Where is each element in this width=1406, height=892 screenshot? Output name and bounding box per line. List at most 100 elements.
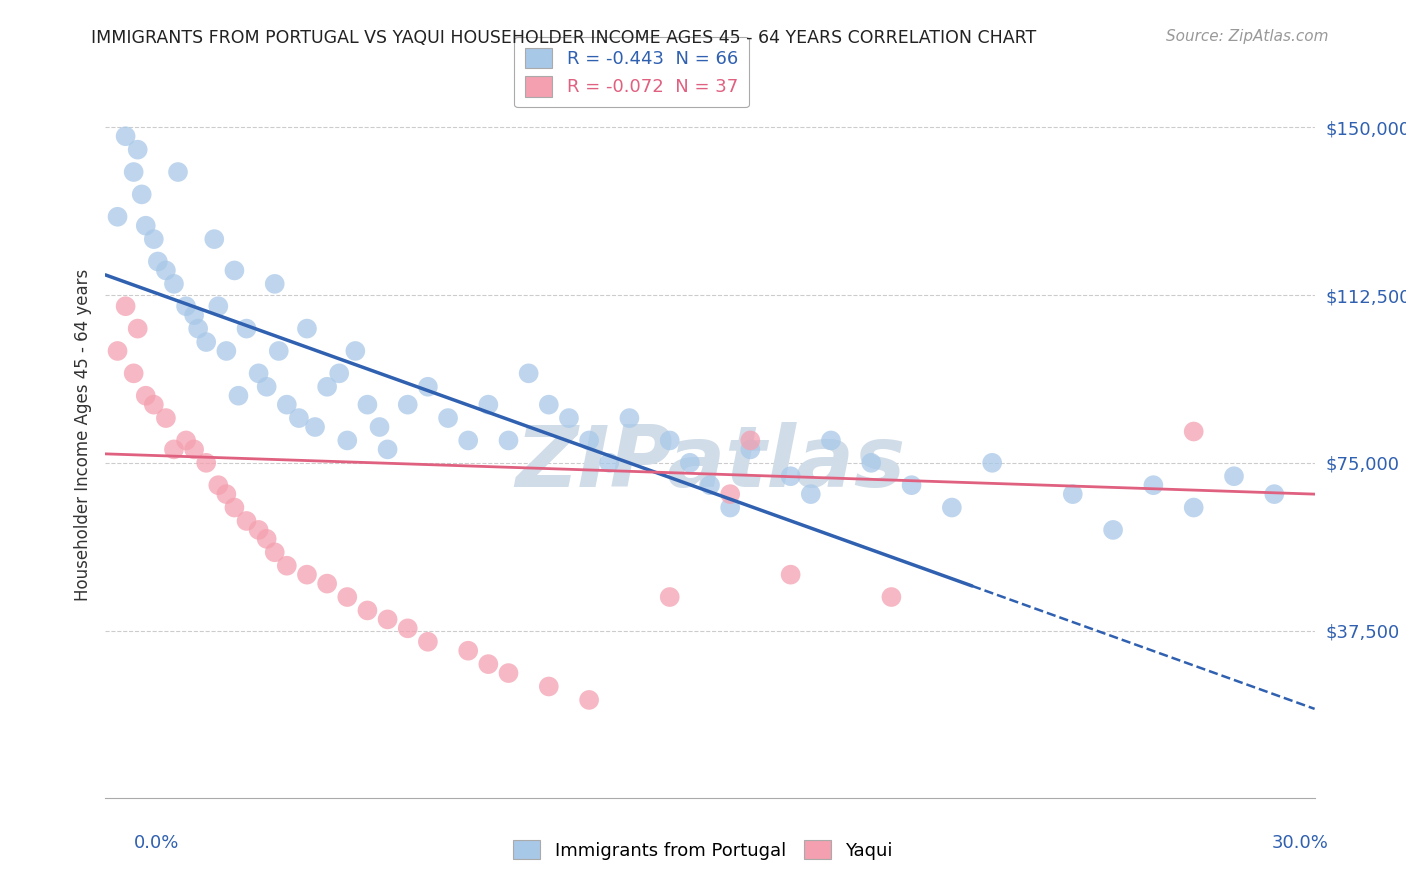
Point [344,343,367,358]
Point [517,367,540,381]
Point [900,478,922,492]
Point [135,389,157,403]
Point [558,411,581,425]
Point [135,219,157,233]
Point [578,693,600,707]
Point [163,277,186,291]
Point [598,456,620,470]
Point [183,442,205,457]
Point [235,321,257,335]
Point [416,634,439,648]
Text: 30.0%: 30.0% [1272,834,1329,852]
Text: 0.0%: 0.0% [134,834,179,852]
Point [195,456,218,470]
Point [1182,425,1205,439]
Point [127,143,149,157]
Point [155,263,177,277]
Point [658,590,681,604]
Point [740,442,762,457]
Legend: Immigrants from Portugal, Yaqui: Immigrants from Portugal, Yaqui [506,832,900,867]
Point [224,500,246,515]
Point [174,299,197,313]
Point [256,380,278,394]
Point [263,277,285,291]
Point [167,165,190,179]
Point [328,367,350,381]
Point [276,558,298,573]
Point [187,321,209,335]
Point [114,299,136,313]
Point [699,478,721,492]
Point [356,398,378,412]
Point [224,263,246,277]
Point [228,389,250,403]
Text: ZIPatlas: ZIPatlas [515,423,905,506]
Point [356,603,378,617]
Text: Source: ZipAtlas.com: Source: ZipAtlas.com [1166,29,1329,44]
Point [457,434,479,448]
Point [1182,500,1205,515]
Point [377,612,399,626]
Point [122,367,145,381]
Point [377,442,399,457]
Point [304,420,326,434]
Point [820,434,842,448]
Point [396,398,419,412]
Point [288,411,311,425]
Legend: R = -0.443  N = 66, R = -0.072  N = 37: R = -0.443 N = 66, R = -0.072 N = 37 [515,37,748,107]
Point [679,456,702,470]
Point [1263,487,1285,501]
Point [336,590,359,604]
Point [295,321,318,335]
Point [537,398,560,412]
Point [981,456,1004,470]
Point [195,334,218,349]
Point [498,434,520,448]
Point [256,532,278,546]
Point [619,411,641,425]
Point [779,567,801,582]
Point [578,434,600,448]
Point [457,643,479,657]
Point [146,254,169,268]
Point [800,487,823,501]
Point [498,666,520,681]
Point [880,590,903,604]
Point [1142,478,1164,492]
Point [396,621,419,635]
Point [174,434,197,448]
Point [718,487,741,501]
Point [155,411,177,425]
Point [263,545,285,559]
Point [122,165,145,179]
Point [114,129,136,144]
Point [107,343,129,358]
Point [207,478,229,492]
Point [142,232,165,246]
Point [1062,487,1084,501]
Point [537,680,560,694]
Point [740,434,762,448]
Point [247,367,270,381]
Point [276,398,298,412]
Point [207,299,229,313]
Point [202,232,225,246]
Point [336,434,359,448]
Point [477,657,499,672]
Text: IMMIGRANTS FROM PORTUGAL VS YAQUI HOUSEHOLDER INCOME AGES 45 - 64 YEARS CORRELAT: IMMIGRANTS FROM PORTUGAL VS YAQUI HOUSEH… [91,29,1036,46]
Point [107,210,129,224]
Point [127,321,149,335]
Point [267,343,290,358]
Point [779,469,801,483]
Point [215,487,238,501]
Point [860,456,883,470]
Point [295,567,318,582]
Point [316,380,339,394]
Point [316,576,339,591]
Point [941,500,963,515]
Point [247,523,270,537]
Point [437,411,460,425]
Point [1102,523,1125,537]
Point [477,398,499,412]
Point [131,187,153,202]
